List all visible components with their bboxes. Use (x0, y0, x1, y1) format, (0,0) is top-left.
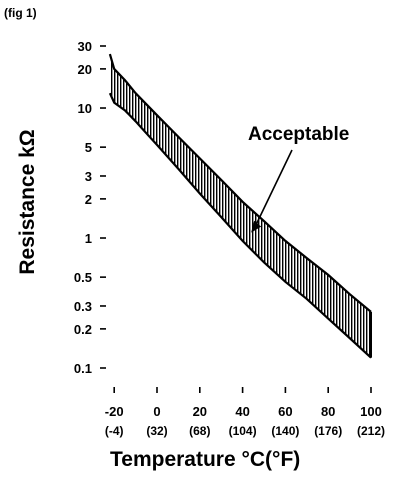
x-tick-label-fahrenheit: (176) (314, 424, 342, 438)
y-tick-label: 0.5 (74, 270, 92, 285)
x-tick-label-celsius: 80 (321, 404, 335, 419)
x-tick-label-celsius: 100 (360, 404, 382, 419)
y-tick-label: 30 (78, 39, 92, 54)
y-tick-label: 3 (85, 169, 92, 184)
x-tick-label-fahrenheit: (140) (271, 424, 299, 438)
y-tick-label: 0.2 (74, 322, 92, 337)
x-tick-label-fahrenheit: (212) (357, 424, 385, 438)
x-tick-label-celsius: 20 (193, 404, 207, 419)
x-tick-label-fahrenheit: (32) (146, 424, 167, 438)
y-tick-label: 0.1 (74, 361, 92, 376)
x-tick-label-fahrenheit: (68) (189, 424, 210, 438)
figure-label: (fig 1) (4, 6, 37, 20)
y-tick-label: 2 (85, 192, 92, 207)
x-tick-label-celsius: 0 (153, 404, 160, 419)
y-tick-label: 20 (78, 62, 92, 77)
acceptable-band-fill (109, 54, 372, 358)
x-tick-label-fahrenheit: (-4) (105, 424, 124, 438)
y-tick-label: 1 (85, 231, 92, 246)
x-tick-label-celsius: -20 (105, 404, 124, 419)
y-tick-label: 0.3 (74, 299, 92, 314)
band-lower-curve (108, 92, 372, 359)
annotation-arrow-head (251, 220, 262, 233)
x-tick-label-fahrenheit: (104) (229, 424, 257, 438)
annotation-arrow-line (254, 149, 293, 227)
y-tick-label: 5 (85, 140, 92, 155)
y-tick-label: 10 (78, 101, 92, 116)
y-axis-label: Resistance kΩ (16, 129, 39, 275)
band-upper-curve (108, 53, 372, 313)
x-tick-label-celsius: 60 (278, 404, 292, 419)
annotation-acceptable-label: Acceptable (248, 124, 349, 145)
x-tick-label-celsius: 40 (235, 404, 249, 419)
x-axis-label: Temperature °C(°F) (110, 448, 301, 471)
